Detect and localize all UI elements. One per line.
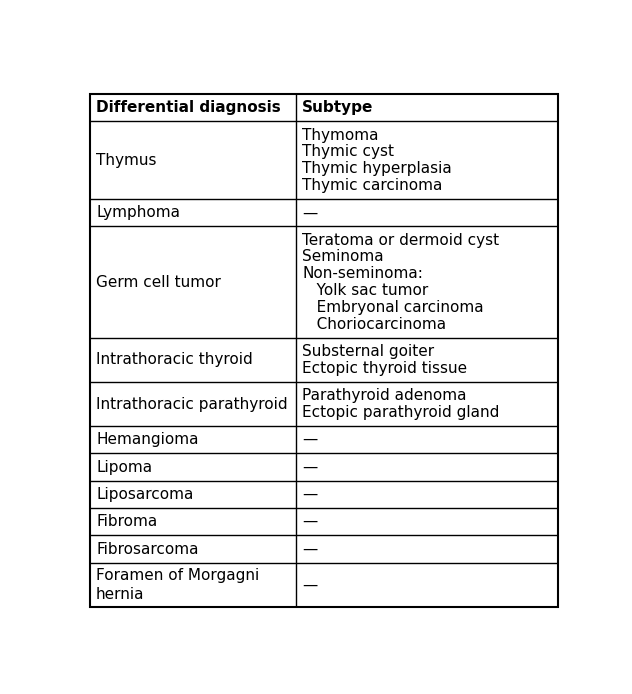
Text: —: — [302, 205, 317, 220]
Text: —: — [302, 577, 317, 592]
Text: Germ cell tumor: Germ cell tumor [96, 275, 221, 289]
Text: Non-seminoma:: Non-seminoma: [302, 266, 423, 281]
Text: —: — [302, 514, 317, 530]
Text: —: — [302, 432, 317, 448]
Text: Foramen of Morgagni
hernia: Foramen of Morgagni hernia [96, 568, 259, 602]
Text: Fibrosarcoma: Fibrosarcoma [96, 541, 198, 557]
Text: Parathyroid adenoma: Parathyroid adenoma [302, 388, 466, 403]
Text: —: — [302, 541, 317, 557]
Text: Intrathoracic thyroid: Intrathoracic thyroid [96, 353, 253, 367]
Text: Thymic carcinoma: Thymic carcinoma [302, 178, 442, 193]
Text: —: — [302, 487, 317, 502]
Text: Fibroma: Fibroma [96, 514, 157, 530]
Text: Differential diagnosis: Differential diagnosis [96, 100, 281, 115]
Text: Embryonal carcinoma: Embryonal carcinoma [302, 300, 483, 315]
Text: Substernal goiter: Substernal goiter [302, 344, 434, 359]
Text: Seminoma: Seminoma [302, 249, 384, 264]
Text: Thymoma: Thymoma [302, 128, 379, 142]
Text: Intrathoracic parathyroid: Intrathoracic parathyroid [96, 396, 288, 412]
Text: —: — [302, 459, 317, 475]
Text: Lymphoma: Lymphoma [96, 205, 180, 220]
Text: Choriocarcinoma: Choriocarcinoma [302, 316, 446, 332]
Text: Yolk sac tumor: Yolk sac tumor [302, 283, 428, 298]
Text: Ectopic parathyroid gland: Ectopic parathyroid gland [302, 405, 499, 420]
Text: Hemangioma: Hemangioma [96, 432, 198, 448]
Text: Lipoma: Lipoma [96, 459, 152, 475]
Text: Teratoma or dermoid cyst: Teratoma or dermoid cyst [302, 232, 499, 248]
Text: Thymic hyperplasia: Thymic hyperplasia [302, 161, 452, 176]
Text: Ectopic thyroid tissue: Ectopic thyroid tissue [302, 361, 467, 376]
Text: Subtype: Subtype [302, 100, 374, 115]
Text: Thymus: Thymus [96, 153, 157, 168]
Text: Liposarcoma: Liposarcoma [96, 487, 193, 502]
Text: Thymic cyst: Thymic cyst [302, 144, 394, 160]
